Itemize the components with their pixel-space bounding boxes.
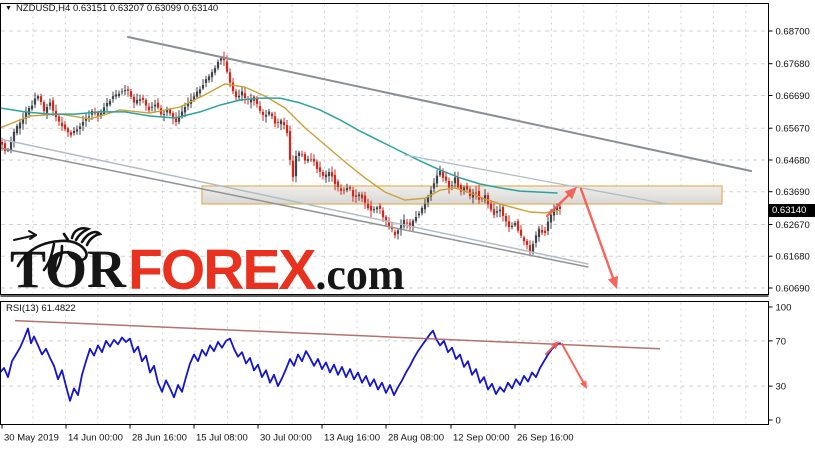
price-tick-label: 0.67680 xyxy=(776,59,810,70)
ma-slow-line xyxy=(1,97,558,194)
rsi-tick-label: 30 xyxy=(776,382,787,393)
time-tick-label: 13 Aug 16:00 xyxy=(324,433,380,444)
price-tick-label: 0.63690 xyxy=(776,187,810,198)
rsi-tick-label: 70 xyxy=(776,336,787,347)
price-tick-label: 0.60690 xyxy=(776,284,810,295)
grid-lines xyxy=(1,4,768,424)
forecast-arrows xyxy=(545,187,618,389)
moving-averages xyxy=(1,83,561,214)
logo-text-forex: FOREX xyxy=(128,238,316,303)
time-tick-label: 12 Sep 00:00 xyxy=(453,433,510,444)
watermark-logo: TOR FOREX .com xyxy=(10,226,405,303)
trendlines xyxy=(0,36,752,268)
current-price-badge: 0.63140 xyxy=(769,204,815,217)
ma-fast-line xyxy=(1,83,561,214)
time-tick-label: 14 Jun 00:00 xyxy=(68,433,123,444)
time-tick-label: 15 Jul 08:00 xyxy=(196,433,248,444)
candlestick-series xyxy=(1,51,562,255)
price-tick-label: 0.62670 xyxy=(776,220,810,231)
price-tick-label: 0.61680 xyxy=(776,252,810,263)
price-axis[interactable]: 0.68700 0.67680 0.66690 0.65670 0.64680 0.636… xyxy=(768,27,810,295)
symbol-ohlc-label[interactable]: ▼ NZDUSD,H4 0.63151 0.63207 0.63099 0.631… xyxy=(5,3,218,14)
time-tick-label: 30 May 2019 xyxy=(4,433,59,444)
price-tick-label: 0.64680 xyxy=(776,156,810,167)
rsi-axis[interactable]: 100 70 30 0 xyxy=(768,303,792,427)
chevron-down-icon[interactable]: ▼ xyxy=(5,5,12,12)
price-tick-label: 0.65670 xyxy=(776,124,810,135)
panel-borders xyxy=(0,3,769,425)
time-tick-label: 30 Jul 00:00 xyxy=(260,433,312,444)
rsi-indicator-label: RSI(13) 61.4822 xyxy=(6,303,76,314)
time-tick-label: 28 Jun 16:00 xyxy=(132,433,187,444)
price-tick-label: 0.68700 xyxy=(776,27,810,38)
bull-icon xyxy=(13,226,102,272)
symbol-ohlc-text: NZDUSD,H4 0.63151 0.63207 0.63099 0.6314… xyxy=(15,3,219,14)
time-tick-label: 26 Sep 16:00 xyxy=(517,433,574,444)
price-tick-label: 0.66690 xyxy=(776,91,810,102)
rsi-tick-label: 0 xyxy=(776,416,781,427)
logo-text-com: .com xyxy=(315,250,405,300)
rsi-series xyxy=(1,327,561,402)
time-axis[interactable]: 30 May 2019 14 Jun 00:00 28 Jun 16:00 15 Ju… xyxy=(1,424,574,444)
rsi-tick-label: 100 xyxy=(776,303,792,314)
time-tick-label: 28 Aug 08:00 xyxy=(388,433,444,444)
